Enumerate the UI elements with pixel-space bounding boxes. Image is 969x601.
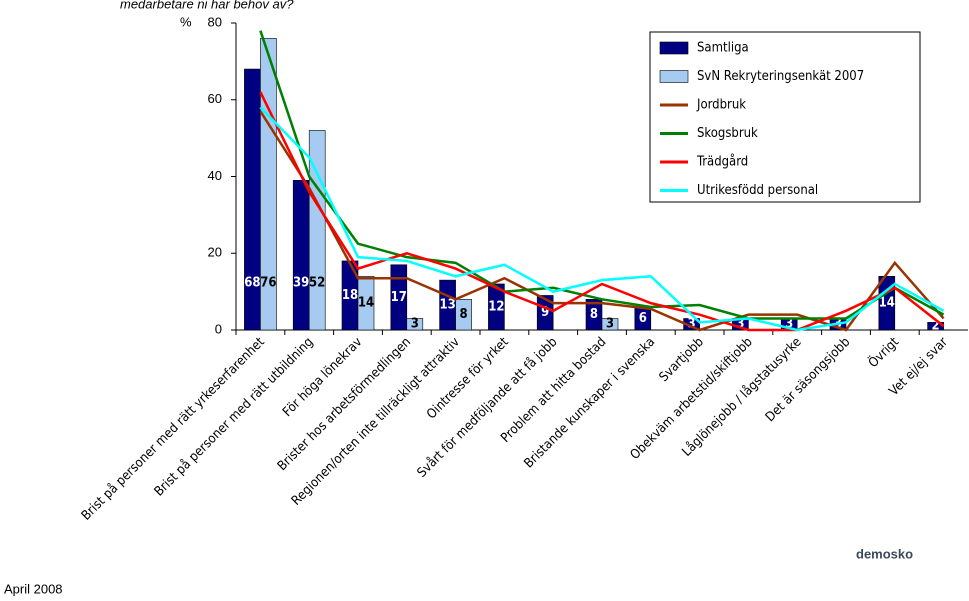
bar-value-label: 3 xyxy=(688,317,696,332)
bar-value-label: 39 xyxy=(293,276,309,291)
legend-label: SvN Rekryteringsenkät 2007 xyxy=(697,69,864,84)
legend-box xyxy=(649,31,921,203)
x-tick-label: Brist på personer med rätt yrkeserfarenh… xyxy=(79,334,268,523)
bar-value-label: 3 xyxy=(411,317,419,332)
legend-label: Skogsbruk xyxy=(697,126,758,141)
bar-value-label: 3 xyxy=(736,317,744,332)
x-tick-label: Svartjobb xyxy=(657,335,707,385)
x-tick-label: Det är säsongsjobb xyxy=(763,335,853,425)
legend-label: Jordbruk xyxy=(696,98,746,113)
legend-label: Samtliga xyxy=(697,41,749,56)
subtitle: medarbetare ni har behov av? xyxy=(120,0,294,11)
bar-value-label: 9 xyxy=(541,305,549,320)
y-axis-label: % xyxy=(180,14,192,29)
bar-value-label: 8 xyxy=(460,307,468,322)
bar xyxy=(455,298,472,331)
bar-value-label: 6 xyxy=(639,311,647,326)
bar-value-label: 76 xyxy=(260,276,276,291)
bar-value-label: 17 xyxy=(391,290,407,305)
x-tick-label: Ointresse för yrket xyxy=(424,334,512,422)
bar-value-label: 13 xyxy=(439,298,455,313)
logo: demosko xyxy=(856,546,913,561)
legend-label: Utrikesfödd personal xyxy=(697,183,818,198)
legend-label: Trädgård xyxy=(696,155,748,170)
bar-value-label: 3 xyxy=(606,317,614,332)
bar-value-label: 12 xyxy=(488,299,504,314)
y-tick-label: 60 xyxy=(208,91,222,106)
bar xyxy=(488,283,505,331)
bar xyxy=(357,275,375,331)
bar xyxy=(536,295,554,331)
bar xyxy=(601,318,619,331)
bar-value-label: 52 xyxy=(309,276,325,291)
legend-swatch xyxy=(659,70,689,83)
bar-value-label: 68 xyxy=(244,276,260,291)
bar xyxy=(406,318,424,331)
y-tick-label: 80 xyxy=(208,14,222,29)
bar xyxy=(585,298,603,331)
line-series xyxy=(259,106,945,332)
bar-value-label: 8 xyxy=(590,307,598,322)
bar-value-label: 3 xyxy=(785,317,793,332)
bar-value-label: 14 xyxy=(358,296,374,311)
bar xyxy=(244,68,261,331)
y-tick-label: 0 xyxy=(215,321,222,336)
bar xyxy=(390,264,408,331)
footer: April 2008 xyxy=(4,581,63,596)
x-tick-label: Övrigt xyxy=(864,333,902,371)
bar-value-label: 18 xyxy=(342,288,358,303)
bar xyxy=(292,180,310,331)
y-tick-label: 40 xyxy=(208,168,222,183)
bar-value-label: 2 xyxy=(932,319,940,334)
x-tick-label: Regionen/orten inte tillräckligt attrakt… xyxy=(289,335,463,509)
y-tick-label: 20 xyxy=(208,245,222,260)
bar-value-label: 14 xyxy=(879,296,895,311)
legend-swatch xyxy=(659,41,689,55)
line-series xyxy=(259,91,945,332)
